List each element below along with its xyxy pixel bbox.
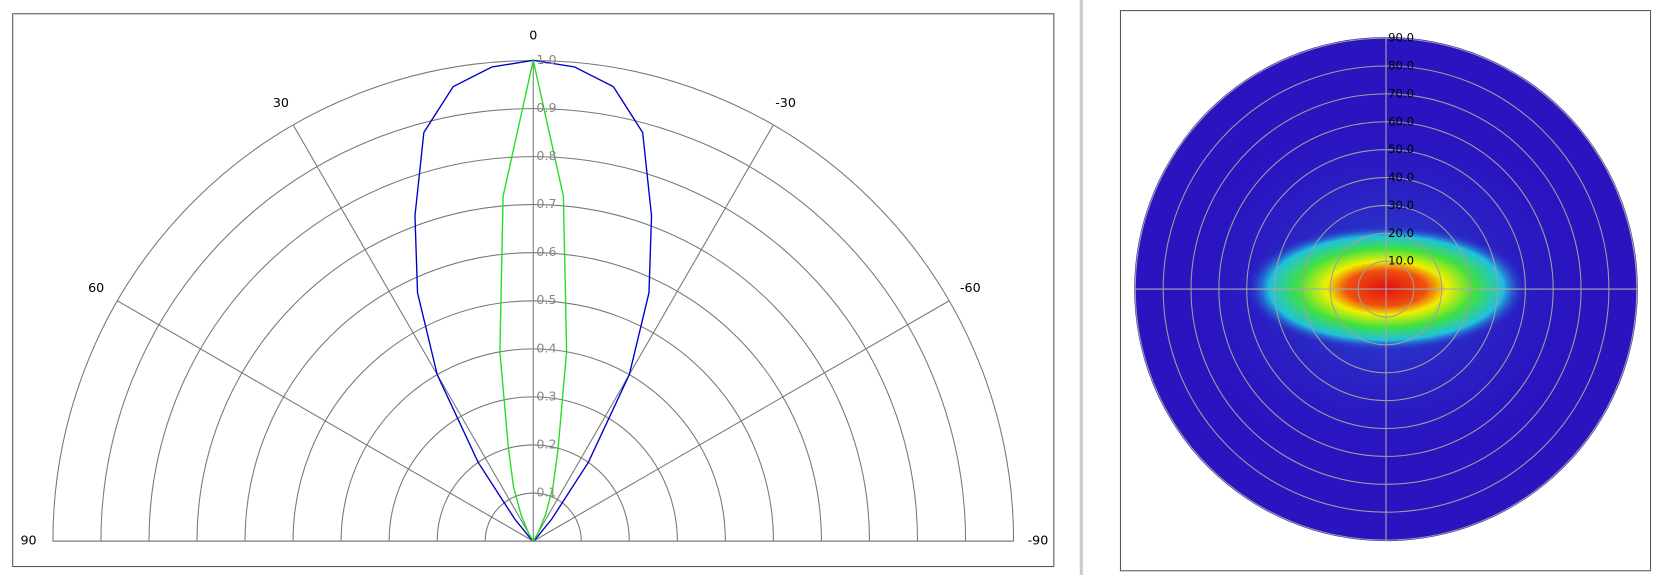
ring [1329,232,1443,346]
spoke [532,124,774,542]
spoke [116,300,534,542]
ring [1134,37,1638,541]
ring [1274,177,1499,402]
angle-label: -90 [1028,533,1049,548]
radius-label: 0.9 [536,100,556,115]
radius-label: 60.0 [1388,114,1414,128]
radius-label: 0.7 [536,196,556,211]
ring [1357,260,1415,318]
radius-label: 90.0 [1388,31,1414,45]
radius-label: 1.0 [536,52,556,67]
radius-label: 50.0 [1388,142,1414,156]
spoke [292,124,534,542]
angle-label: 0 [529,28,537,43]
radius-label: 0.2 [536,436,556,451]
ring [1218,121,1554,457]
angle-label: 60 [88,280,104,295]
radius-label: 0.5 [536,292,556,307]
radius-label: 70.0 [1388,86,1414,100]
ring [1301,204,1471,374]
radius-label: 0.3 [536,388,556,403]
intensity-curve [499,60,568,542]
angle-label: -30 [775,95,796,110]
radius-label: 80.0 [1388,59,1414,73]
radius-label: 0.1 [536,485,556,500]
ring [1162,65,1610,513]
angle-label: -60 [960,280,981,295]
radius-label: 0.6 [536,244,556,259]
radius-label: 10.0 [1388,254,1414,268]
ring [1246,149,1526,430]
angle-label: 30 [273,95,289,110]
heatmap-overlay: 10.0 20.0 30.0 40.0 50.0 60.0 70.0 80.0 90.0 [1134,31,1638,542]
spoke [532,300,950,542]
radius-label: 0.4 [536,340,556,355]
radius-label: 40.0 [1388,170,1414,184]
radius-label: 30.0 [1388,198,1414,212]
angle-label: 90 [20,533,36,548]
radius-label: 20.0 [1388,226,1414,240]
polar-chart: 90 60 30 0 -30 -60 -90 0.1 0.2 0.3 0.4 0.5 0.6 0.7 0.8… [20,28,1048,548]
ring [1190,93,1582,485]
radius-label: 0.8 [536,148,556,163]
